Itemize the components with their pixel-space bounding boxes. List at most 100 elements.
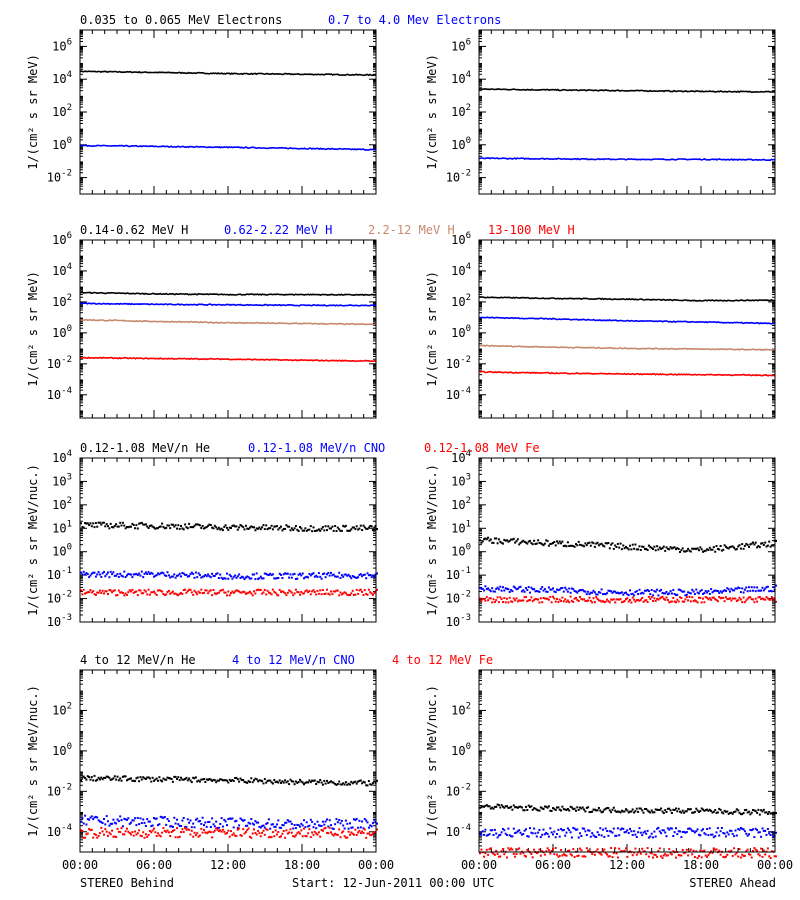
data-point [174, 775, 177, 778]
data-point [174, 524, 177, 527]
data-point [591, 541, 594, 544]
data-point [239, 591, 242, 594]
data-point [363, 526, 366, 529]
data-point [327, 592, 330, 595]
data-point [299, 526, 301, 528]
data-point [342, 524, 345, 527]
data-point [502, 542, 504, 545]
data-point [525, 596, 527, 599]
data-point [293, 527, 296, 530]
data-point [332, 573, 335, 576]
data-point [485, 538, 488, 541]
data-point [98, 778, 101, 781]
data-point [719, 545, 722, 547]
data-point [589, 811, 592, 813]
data-point [85, 522, 88, 525]
data-point [593, 808, 596, 811]
data-point [138, 589, 141, 592]
data-point [722, 548, 725, 551]
data-point [510, 835, 513, 838]
data-point [334, 783, 337, 785]
data-point [297, 781, 300, 783]
data-point [652, 594, 654, 597]
data-point [276, 780, 278, 783]
data-point [639, 831, 642, 834]
data-point [357, 576, 360, 579]
data-point [228, 817, 231, 820]
data-point [766, 544, 769, 547]
data-point [712, 546, 715, 549]
data-point [661, 829, 664, 832]
data-point [324, 820, 327, 823]
data-point [154, 574, 157, 577]
data-point [243, 578, 246, 581]
data-point [301, 781, 304, 784]
data-point [247, 827, 250, 830]
data-point [626, 829, 629, 832]
data-point [712, 836, 715, 839]
data-point [757, 596, 760, 599]
data-point [331, 833, 334, 836]
data-point [764, 598, 767, 601]
data-point [281, 590, 284, 593]
data-point [631, 543, 634, 546]
data-point [81, 776, 84, 779]
data-point [248, 781, 251, 783]
data-point [512, 597, 515, 600]
data-point [546, 833, 549, 835]
data-point [619, 542, 622, 545]
data-point [706, 828, 709, 830]
data-point [323, 827, 326, 830]
data-point [704, 590, 707, 592]
data-point [487, 805, 490, 808]
data-point [231, 590, 234, 593]
data-point [207, 524, 210, 527]
data-point [236, 827, 239, 829]
data-point [720, 549, 723, 552]
data-point [654, 808, 657, 811]
data-point [489, 538, 492, 541]
data-point [169, 777, 172, 780]
data-point [657, 598, 660, 601]
data-point [278, 572, 281, 575]
data-point [271, 782, 274, 785]
data-point [239, 817, 242, 820]
data-point [243, 780, 246, 783]
data-point [742, 828, 745, 831]
data-point [699, 810, 702, 813]
plot-frame [79, 669, 377, 853]
data-point [496, 836, 499, 839]
data-point [361, 830, 364, 833]
data-point [136, 527, 139, 530]
data-point [639, 852, 642, 855]
data-point [90, 591, 93, 594]
data-point [159, 835, 162, 838]
data-point [576, 855, 579, 857]
data-point [653, 811, 656, 814]
data-point [169, 835, 172, 837]
data-point [572, 848, 575, 851]
data-point [140, 592, 143, 595]
data-point [171, 575, 174, 578]
data-point [622, 810, 625, 813]
data-point [367, 832, 370, 835]
data-point [167, 574, 170, 577]
data-point [171, 523, 174, 526]
data-point [561, 596, 564, 599]
data-point [182, 817, 185, 819]
data-point [652, 836, 654, 839]
data-point [127, 591, 130, 594]
data-point [500, 589, 503, 592]
data-point [332, 781, 335, 784]
data-point [227, 829, 230, 832]
data-point [703, 592, 706, 595]
data-point [702, 850, 704, 853]
data-point [193, 576, 196, 579]
data-point [611, 856, 614, 859]
data-point [614, 834, 617, 837]
data-point [277, 781, 280, 784]
data-point [770, 596, 773, 599]
data-point [169, 527, 172, 530]
data-point [652, 548, 654, 550]
data-point [335, 833, 338, 836]
